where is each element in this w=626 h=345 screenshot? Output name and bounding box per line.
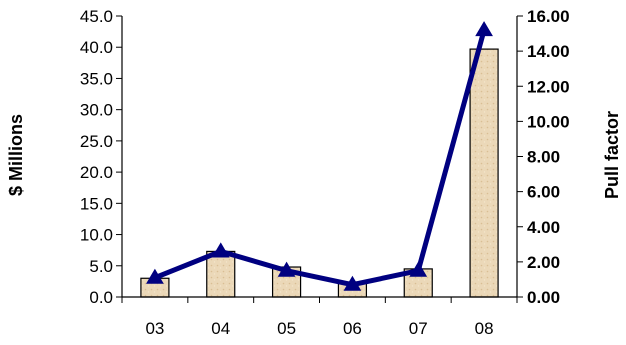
left-tick-label: 40.0 <box>80 38 113 57</box>
x-tick-label: 05 <box>277 319 296 338</box>
pull-factor-point <box>343 275 362 291</box>
left-tick-label: 10.0 <box>80 226 113 245</box>
left-tick-label: 0.0 <box>89 288 113 307</box>
x-tick-label: 06 <box>343 319 362 338</box>
x-tick-label: 04 <box>211 319 230 338</box>
pull-factor-point <box>277 261 296 277</box>
bar <box>206 250 236 298</box>
right-tick-label: 16.00 <box>527 7 570 26</box>
right-tick-label: 12.00 <box>527 77 570 96</box>
right-tick-label: 6.00 <box>527 183 560 202</box>
left-tick-label: 5.0 <box>89 257 113 276</box>
pull-factor-point <box>211 242 230 258</box>
x-tick-label: 07 <box>409 319 428 338</box>
right-axis-title: Pull factor <box>602 111 622 199</box>
left-tick-label: 20.0 <box>80 163 113 182</box>
pull-factor-point <box>146 268 164 284</box>
pull-factor-line <box>153 29 487 288</box>
bar <box>469 48 499 298</box>
left-tick-label: 45.0 <box>80 7 113 26</box>
pull-factor-point <box>475 21 493 37</box>
left-tick-label: 35.0 <box>80 69 113 88</box>
left-tick-label: 25.0 <box>80 132 113 151</box>
right-tick-label: 8.00 <box>527 148 560 167</box>
pull-factor-point <box>409 261 428 277</box>
left-axis-title: $ Millions <box>6 114 26 196</box>
x-tick-label: 03 <box>145 319 164 338</box>
right-tick-label: 2.00 <box>527 253 560 272</box>
right-tick-label: 0.00 <box>527 288 560 307</box>
right-tick-label: 4.00 <box>527 218 560 237</box>
x-tick-label: 08 <box>475 319 494 338</box>
left-tick-label: 30.0 <box>80 101 113 120</box>
right-tick-label: 14.00 <box>527 42 570 61</box>
right-tick-label: 10.00 <box>527 112 570 131</box>
left-tick-label: 15.0 <box>80 194 113 213</box>
